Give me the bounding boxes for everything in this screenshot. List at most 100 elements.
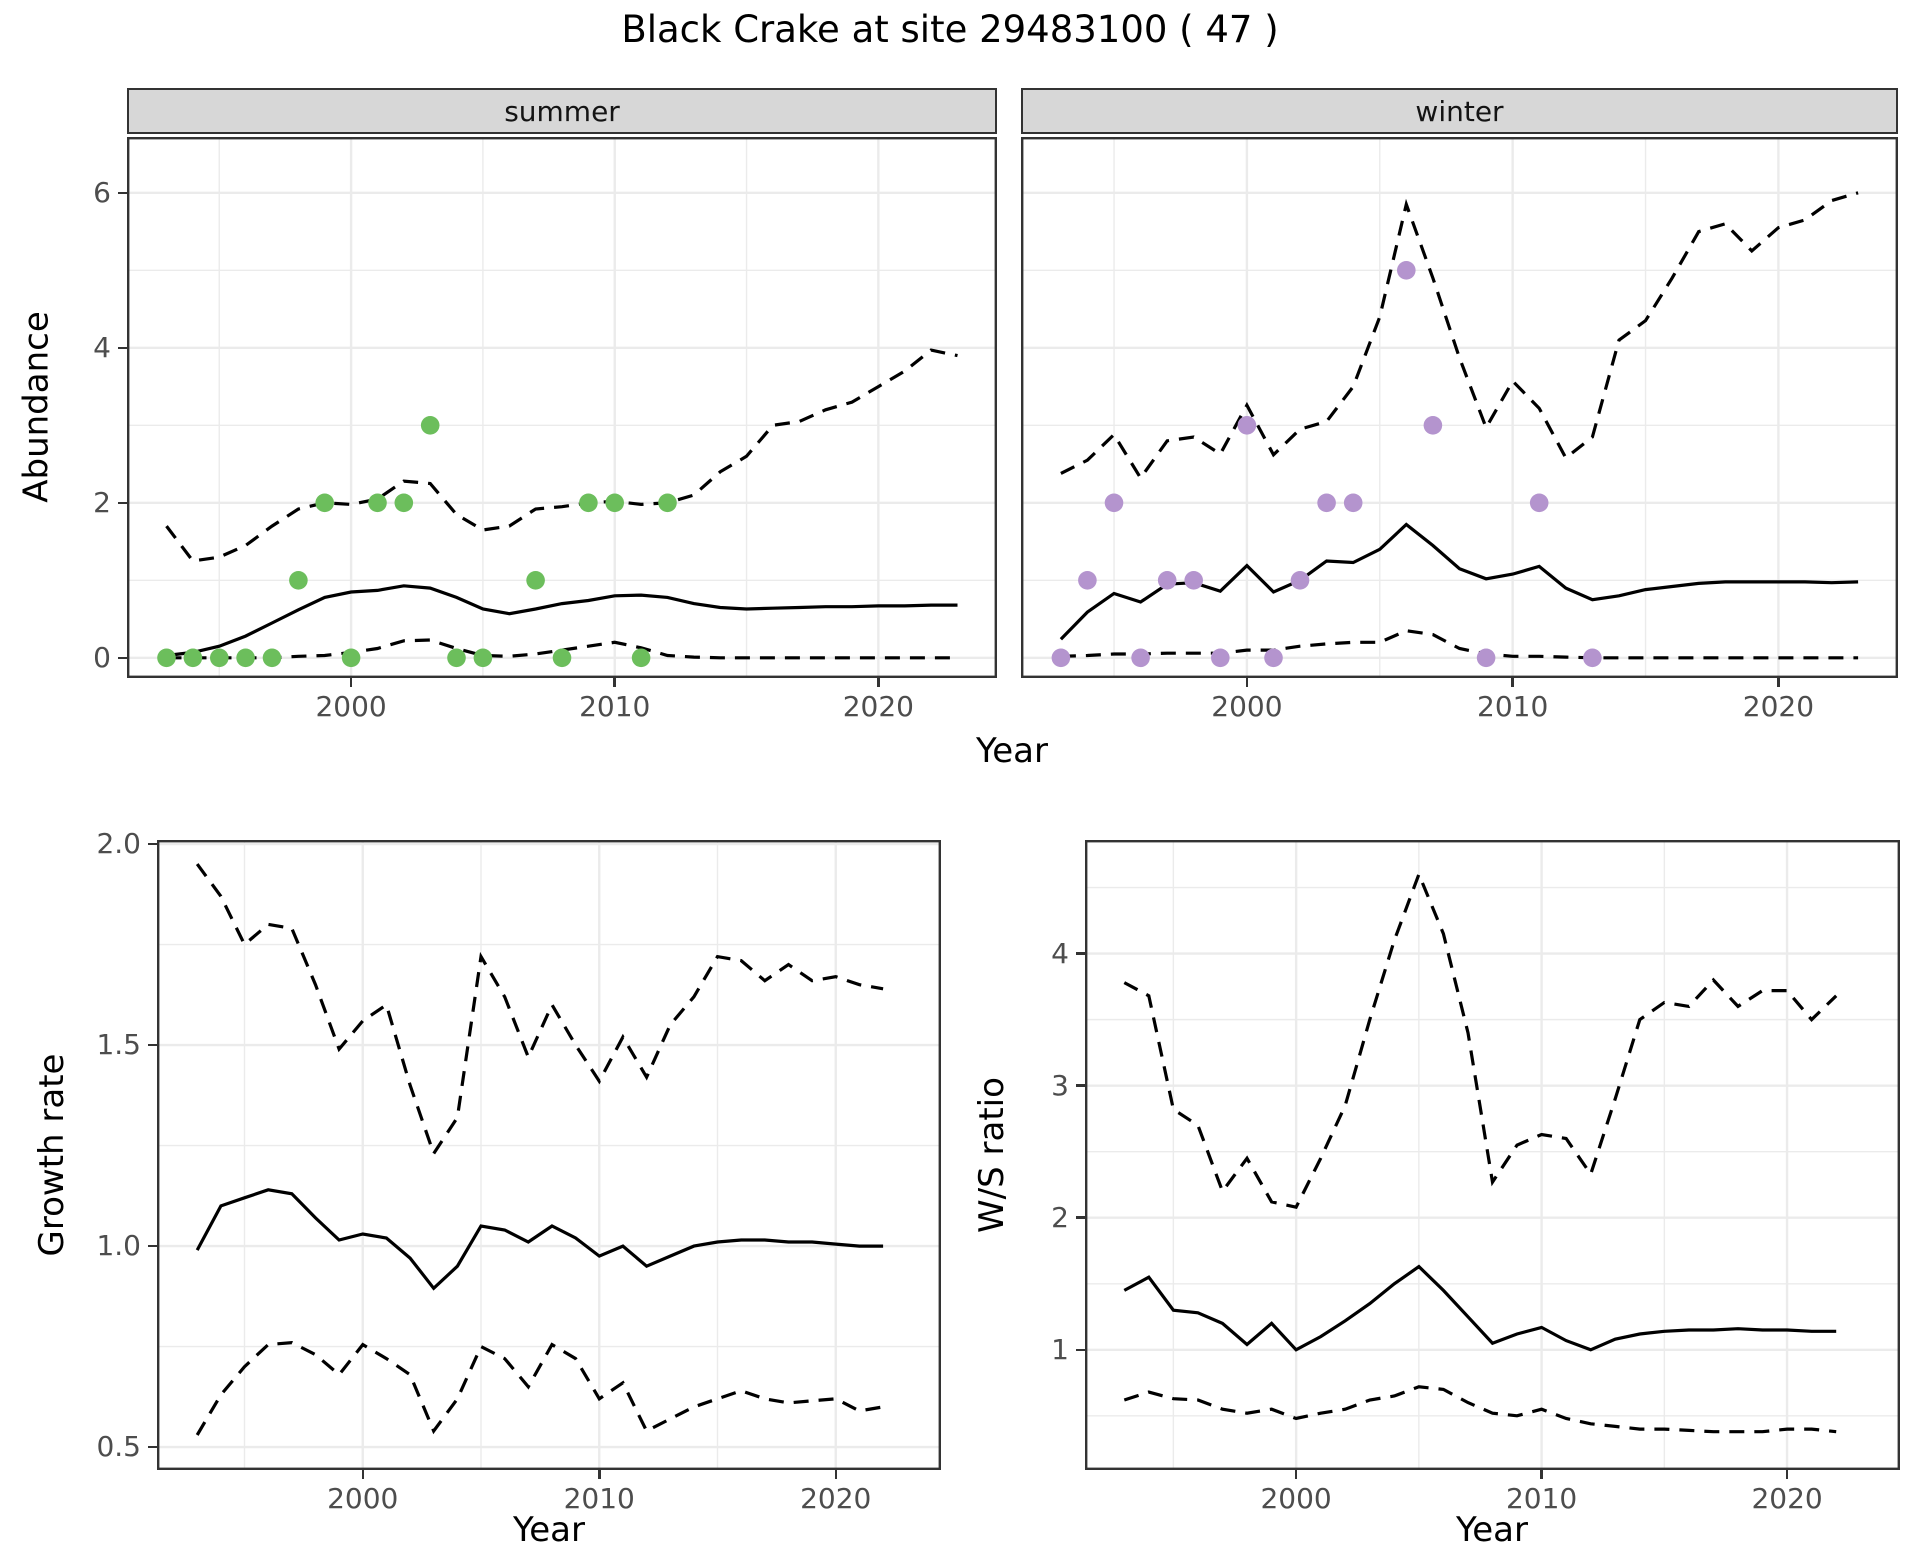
observation-point bbox=[526, 571, 545, 590]
x-tick-label: 2000 bbox=[1211, 690, 1283, 723]
x-tick-mark bbox=[361, 1470, 364, 1479]
observation-point bbox=[1583, 648, 1602, 668]
x-tick-mark bbox=[349, 678, 353, 687]
y-tick-label: 0.5 bbox=[96, 1430, 141, 1464]
ws-ratio-panel bbox=[1085, 840, 1900, 1470]
x-tick-mark bbox=[1245, 678, 1249, 687]
series-lower_ci bbox=[1123, 1385, 1837, 1434]
y-tick-label: 2.0 bbox=[96, 827, 141, 861]
observation-point bbox=[210, 648, 229, 668]
observation-point bbox=[262, 648, 282, 668]
y-tick-label: 2 bbox=[93, 485, 111, 519]
observation-point bbox=[341, 648, 361, 668]
y-tick-label: 3 bbox=[1051, 1068, 1069, 1102]
y-tick-mark bbox=[148, 1445, 157, 1449]
abundance-winter-panel bbox=[1021, 137, 1898, 678]
observation-point bbox=[1051, 648, 1071, 668]
ws-ratio-axis-title: W/S ratio bbox=[972, 1077, 1012, 1233]
series-upper_ci bbox=[195, 863, 884, 1158]
observation-point bbox=[1157, 571, 1177, 590]
y-tick-mark bbox=[118, 191, 127, 195]
observation-point bbox=[236, 648, 255, 668]
series-upper_ci bbox=[165, 348, 958, 563]
y-tick-mark bbox=[118, 346, 127, 350]
x-tick-mark bbox=[877, 678, 880, 687]
y-tick-mark bbox=[1076, 952, 1085, 955]
growth-rate-panel bbox=[157, 840, 941, 1470]
x-tick-label: 2020 bbox=[1742, 690, 1815, 723]
y-tick-label: 2 bbox=[1051, 1200, 1069, 1234]
observation-point bbox=[1290, 571, 1310, 590]
facet-strip-summer: summer bbox=[127, 88, 997, 134]
y-tick-label: 4 bbox=[1051, 936, 1069, 970]
series-lower_ci bbox=[195, 1340, 884, 1436]
x-tick-mark bbox=[1785, 1470, 1789, 1479]
y-tick-label: 1 bbox=[1051, 1332, 1069, 1366]
growth-rate-axis-title: Growth rate bbox=[32, 1053, 72, 1257]
observation-point bbox=[552, 648, 572, 668]
observation-point bbox=[1131, 648, 1150, 668]
y-tick-mark bbox=[118, 656, 127, 660]
y-tick-mark bbox=[148, 842, 157, 846]
observation-point bbox=[1184, 571, 1203, 590]
panel-border bbox=[157, 840, 941, 1470]
x-tick-mark bbox=[1294, 1470, 1298, 1479]
x-tick-label: 2000 bbox=[315, 690, 387, 723]
observation-point bbox=[605, 493, 624, 513]
observation-point bbox=[420, 416, 440, 435]
y-tick-mark bbox=[1076, 1216, 1085, 1219]
observation-point bbox=[579, 493, 598, 513]
abundance-axis-title: Abundance bbox=[16, 311, 57, 503]
observation-point bbox=[394, 493, 414, 513]
observation-point bbox=[1264, 648, 1283, 668]
observation-point bbox=[183, 648, 203, 668]
x-tick-label: 2020 bbox=[800, 1482, 872, 1515]
series-upper_ci bbox=[1060, 191, 1859, 481]
y-tick-label: 1.5 bbox=[96, 1028, 141, 1062]
observation-point bbox=[1211, 648, 1230, 668]
series-median bbox=[166, 584, 958, 658]
series-lower_ci bbox=[1060, 629, 1859, 660]
y-tick-mark bbox=[148, 1043, 157, 1047]
x-tick-mark bbox=[1777, 678, 1780, 687]
x-tick-label: 2010 bbox=[1505, 1482, 1578, 1515]
observation-point bbox=[368, 493, 387, 513]
x-tick-mark bbox=[1511, 678, 1514, 687]
ws-year-axis-title: Year bbox=[1456, 1510, 1528, 1550]
panel-border bbox=[1085, 840, 1900, 1470]
observation-point bbox=[157, 648, 176, 668]
observation-point bbox=[1078, 571, 1097, 590]
facet-strip-winter-label: winter bbox=[1415, 94, 1504, 128]
y-tick-label: 6 bbox=[93, 175, 111, 209]
x-tick-label: 2000 bbox=[327, 1482, 399, 1515]
x-tick-mark bbox=[1540, 1470, 1543, 1479]
x-tick-label: 2020 bbox=[842, 690, 914, 723]
y-tick-mark bbox=[1076, 1348, 1085, 1352]
observation-point bbox=[473, 648, 493, 668]
observation-point bbox=[1237, 416, 1257, 435]
x-tick-mark bbox=[834, 1470, 837, 1479]
y-tick-label: 0 bbox=[93, 640, 111, 674]
observation-point bbox=[1423, 416, 1443, 435]
top-year-axis-title: Year bbox=[976, 731, 1048, 771]
series-median bbox=[1123, 1264, 1837, 1352]
figure-title: Black Crake at site 29483100 ( 47 ) bbox=[621, 8, 1279, 51]
observation-point bbox=[447, 648, 466, 668]
observation-point bbox=[1529, 493, 1549, 513]
observation-point bbox=[289, 571, 308, 590]
abundance-summer-panel bbox=[127, 137, 997, 678]
x-tick-label: 2000 bbox=[1260, 1482, 1332, 1515]
observation-point bbox=[1397, 261, 1416, 280]
x-tick-label: 2010 bbox=[563, 1482, 635, 1515]
observation-point bbox=[1317, 493, 1336, 513]
observation-point bbox=[631, 648, 651, 668]
series-upper_ci bbox=[1123, 869, 1838, 1210]
panel-border bbox=[127, 137, 997, 678]
observation-point bbox=[658, 493, 677, 513]
y-tick-mark bbox=[118, 501, 127, 505]
facet-strip-winter: winter bbox=[1021, 88, 1898, 134]
facet-strip-summer-label: summer bbox=[504, 94, 620, 128]
observation-point bbox=[1104, 493, 1124, 513]
x-tick-label: 2020 bbox=[1751, 1482, 1823, 1515]
